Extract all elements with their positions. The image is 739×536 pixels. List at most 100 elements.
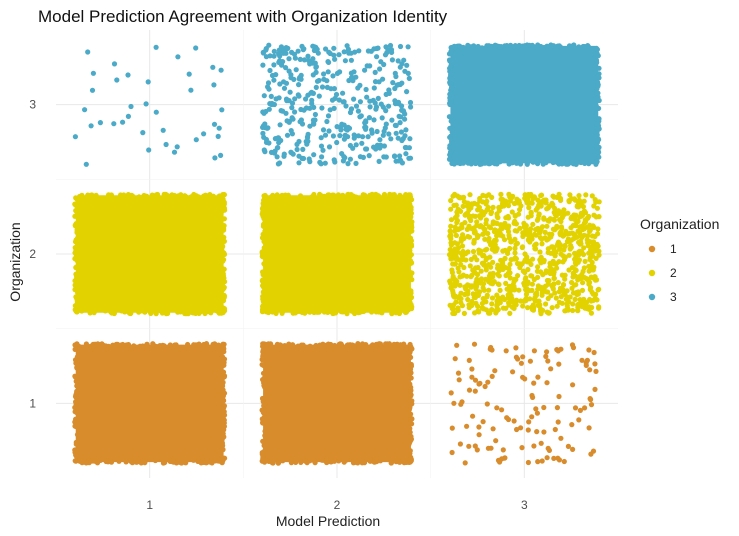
data-point xyxy=(487,276,493,282)
data-point xyxy=(351,69,357,75)
data-point xyxy=(261,202,267,208)
data-point xyxy=(335,194,342,200)
data-point xyxy=(517,161,524,167)
data-point xyxy=(281,79,287,85)
data-point xyxy=(551,275,557,281)
data-point xyxy=(185,341,191,348)
data-point xyxy=(523,275,529,281)
data-point xyxy=(203,341,210,347)
data-point xyxy=(221,234,227,240)
data-point xyxy=(493,237,499,243)
data-point xyxy=(408,290,414,296)
data-point xyxy=(392,153,398,159)
data-point xyxy=(556,457,563,463)
data-point xyxy=(136,309,142,315)
data-point xyxy=(88,343,95,349)
data-point xyxy=(581,159,587,165)
data-point xyxy=(576,417,582,423)
data-point xyxy=(393,310,399,316)
data-point xyxy=(543,353,549,359)
data-point xyxy=(299,43,305,50)
data-point xyxy=(85,459,91,465)
cell-group-org3-pred1 xyxy=(72,44,225,167)
data-point xyxy=(319,193,325,199)
data-point xyxy=(566,43,573,49)
data-point xyxy=(556,361,562,367)
data-point xyxy=(297,308,304,315)
data-point xyxy=(301,57,308,63)
data-point xyxy=(590,223,596,229)
data-point xyxy=(271,62,277,68)
data-point xyxy=(388,136,394,142)
data-point xyxy=(559,272,565,278)
data-point xyxy=(95,341,101,347)
data-point xyxy=(538,203,544,209)
data-point xyxy=(493,220,499,226)
data-point xyxy=(74,361,80,367)
data-point xyxy=(307,61,313,67)
data-point xyxy=(142,458,148,464)
data-point xyxy=(584,43,590,49)
data-point xyxy=(332,159,338,165)
data-point xyxy=(541,216,547,222)
data-point xyxy=(280,343,286,349)
data-point xyxy=(566,252,572,258)
data-point xyxy=(305,131,311,137)
data-point xyxy=(480,199,486,205)
data-point xyxy=(472,443,478,449)
data-point xyxy=(274,192,280,198)
data-point xyxy=(586,347,592,353)
data-point xyxy=(488,280,494,286)
data-point xyxy=(402,133,408,139)
data-point xyxy=(550,193,556,199)
data-point xyxy=(499,226,505,232)
data-point xyxy=(334,124,340,130)
x-tick-label: 1 xyxy=(146,498,153,512)
data-point xyxy=(149,192,155,198)
data-point xyxy=(526,233,532,239)
data-point xyxy=(506,266,512,272)
data-point xyxy=(373,308,379,314)
data-point xyxy=(471,230,477,236)
data-point xyxy=(336,458,342,464)
data-point xyxy=(590,448,597,454)
data-point xyxy=(193,45,199,51)
data-point xyxy=(593,45,600,52)
data-point xyxy=(538,192,545,198)
data-point xyxy=(307,343,313,349)
data-point xyxy=(376,158,382,164)
data-point xyxy=(260,130,266,136)
data-point xyxy=(542,229,548,235)
data-point xyxy=(371,85,377,91)
data-point xyxy=(331,105,337,111)
data-point xyxy=(477,195,483,202)
data-point xyxy=(357,99,363,105)
data-point xyxy=(448,96,454,102)
data-point xyxy=(486,287,492,293)
data-point xyxy=(174,144,180,150)
data-point xyxy=(529,414,535,420)
legend-label-2: 2 xyxy=(670,266,677,280)
data-point xyxy=(452,240,458,246)
data-point xyxy=(551,455,557,461)
data-point xyxy=(499,407,505,413)
data-point xyxy=(486,43,492,49)
data-point xyxy=(448,79,454,85)
data-point xyxy=(560,253,566,259)
data-point xyxy=(495,301,501,307)
dense-point-cloud xyxy=(263,195,411,313)
data-point xyxy=(495,281,501,287)
data-point xyxy=(585,243,591,249)
data-point xyxy=(519,445,525,451)
data-point xyxy=(73,441,79,447)
data-point xyxy=(468,256,474,262)
data-point xyxy=(546,447,553,453)
data-point xyxy=(178,460,185,466)
data-point xyxy=(577,297,583,303)
data-point xyxy=(505,270,511,276)
data-point xyxy=(467,192,473,198)
data-point xyxy=(562,276,568,282)
data-point xyxy=(349,308,355,314)
data-point xyxy=(454,342,460,348)
